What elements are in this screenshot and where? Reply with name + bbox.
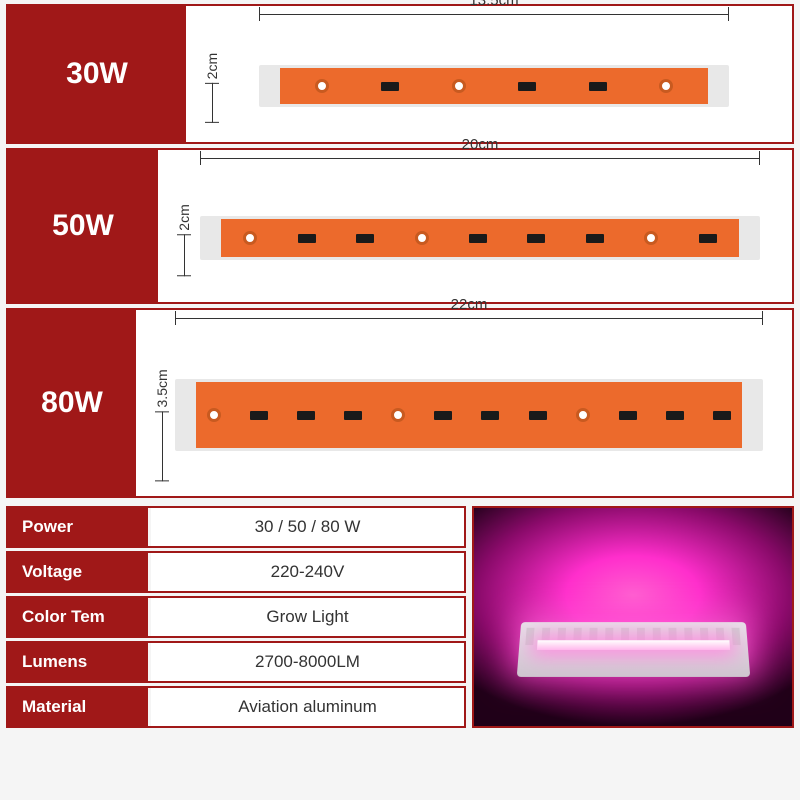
spec-row: Voltage220-240V [6, 551, 466, 593]
spec-row: Lumens2700-8000LM [6, 641, 466, 683]
height-value: 2cm [176, 204, 192, 230]
spec-row: Color TemGrow Light [6, 596, 466, 638]
led-board-icon [200, 216, 760, 260]
variant-row-80w: 80W 22cm 3.5cm [6, 308, 794, 498]
wattage-label: 30W [8, 6, 186, 142]
wattage-label: 50W [8, 150, 158, 302]
width-value: 13.5cm [469, 0, 518, 9]
spec-value: Aviation aluminum [151, 688, 464, 726]
variant-row-50w: 50W 20cm 2cm [6, 148, 794, 304]
variant-row-30w: 30W 13.5cm 2cm [6, 4, 794, 144]
spec-value: 2700-8000LM [151, 643, 464, 681]
spec-key: Material [8, 688, 148, 726]
spec-key: Color Tem [8, 598, 148, 636]
width-dimension: 22cm [175, 318, 763, 319]
spec-row: MaterialAviation aluminum [6, 686, 466, 728]
spec-value: 220-240V [151, 553, 464, 591]
height-value: 2cm [204, 53, 220, 79]
height-dimension: 3.5cm [154, 369, 170, 481]
height-value: 3.5cm [154, 369, 170, 407]
grow-light-photo [472, 506, 794, 728]
led-board-icon [259, 65, 729, 107]
spec-table: Power30 / 50 / 80 WVoltage220-240VColor … [6, 506, 466, 728]
width-dimension: 13.5cm [259, 14, 729, 15]
product-diagram: 20cm 2cm [158, 150, 792, 302]
led-board-icon [175, 379, 763, 451]
spec-value: 30 / 50 / 80 W [151, 508, 464, 546]
spec-key: Voltage [8, 553, 148, 591]
height-dimension: 2cm [204, 53, 220, 123]
spec-value: Grow Light [151, 598, 464, 636]
height-dimension: 2cm [176, 204, 192, 276]
wattage-label: 80W [8, 310, 136, 496]
spec-key: Power [8, 508, 148, 546]
product-diagram: 22cm 3.5cm [136, 310, 792, 496]
width-value: 22cm [451, 296, 488, 313]
spec-key: Lumens [8, 643, 148, 681]
width-dimension: 20cm [200, 158, 760, 159]
product-diagram: 13.5cm 2cm [186, 6, 792, 142]
light-fixture-icon [516, 622, 749, 677]
spec-row: Power30 / 50 / 80 W [6, 506, 466, 548]
width-value: 20cm [462, 136, 499, 153]
